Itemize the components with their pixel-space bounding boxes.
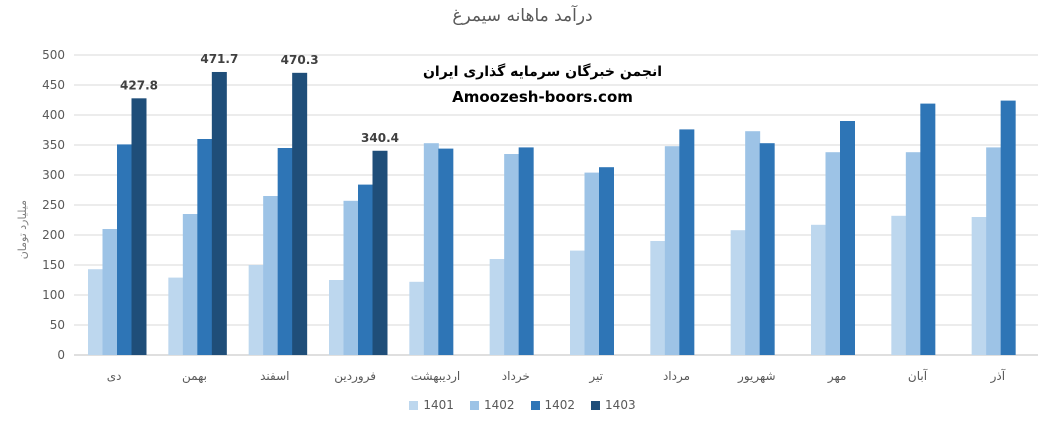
bar <box>825 152 841 355</box>
bar <box>211 71 227 355</box>
x-tick-label: تیر <box>588 369 603 384</box>
legend-label: 1403 <box>605 398 636 412</box>
bar <box>423 143 439 355</box>
data-label: 340.4 <box>361 131 399 145</box>
bar <box>905 152 921 355</box>
bars <box>88 71 1016 355</box>
legend-label: 1402 <box>483 398 515 412</box>
bar <box>248 265 264 355</box>
bar <box>518 147 534 355</box>
x-tick-label: خرداد <box>502 369 530 384</box>
bar <box>182 214 198 355</box>
bar <box>358 184 373 355</box>
gridlines <box>74 54 1038 356</box>
legend-swatch <box>469 400 479 410</box>
bar <box>263 196 279 355</box>
bar <box>292 72 308 355</box>
x-tick-label: آبان <box>908 368 928 383</box>
bar <box>920 103 936 355</box>
y-tick-label: 300 <box>42 168 65 182</box>
x-tick-label: مرداد <box>663 369 690 384</box>
legend: 1401 1402 1402 1403 <box>0 398 1045 413</box>
bar <box>329 280 344 355</box>
bar <box>891 215 907 355</box>
bar <box>730 230 746 355</box>
data-label: 427.8 <box>120 78 158 92</box>
x-tick-label: مهر <box>827 369 847 384</box>
bar <box>372 150 388 355</box>
bar <box>759 143 775 355</box>
bar <box>277 148 293 355</box>
bar <box>570 250 585 355</box>
x-tick-label: فروردین <box>334 369 376 384</box>
bar <box>599 167 614 355</box>
x-tick-label: اردیبهشت <box>411 369 460 384</box>
bar <box>197 139 213 355</box>
x-axis-ticks: دی بهمن اسفند فروردین اردیبهشت خرداد تیر مرداد ش… <box>107 368 1006 384</box>
bar <box>986 147 1002 355</box>
legend-label: 1401 <box>423 398 454 412</box>
y-tick-label: 50 <box>50 318 65 332</box>
y-tick-label: 150 <box>42 258 65 272</box>
y-tick-label: 100 <box>42 288 65 302</box>
bar <box>504 154 520 355</box>
legend-swatch <box>409 400 419 410</box>
y-tick-label: 500 <box>42 48 65 62</box>
bar <box>745 131 761 355</box>
bar <box>811 224 826 355</box>
legend-swatch <box>530 400 540 410</box>
bar <box>584 172 600 355</box>
y-tick-label: 250 <box>42 198 65 212</box>
y-tick-label: 350 <box>42 138 65 152</box>
bar <box>971 217 987 355</box>
x-tick-label: بهمن <box>182 369 207 384</box>
data-labels: 427.8 471.7 470.3 340.4 <box>120 52 399 145</box>
watermark-url: Amoozesh-boors.com <box>452 88 633 106</box>
legend-item: 1401 <box>409 398 454 412</box>
y-tick-label: 400 <box>42 108 65 122</box>
bar <box>679 129 695 355</box>
bar <box>409 281 425 355</box>
x-tick-label: آذر <box>990 368 1006 384</box>
x-tick-label: اسفند <box>260 369 289 383</box>
legend-item: 1402 <box>530 398 576 412</box>
y-axis-ticks: 0 50 100 150 200 250 300 350 400 450 500 <box>42 48 65 362</box>
legend-label: 1402 <box>544 398 576 412</box>
bar <box>102 229 118 355</box>
bar <box>489 259 505 355</box>
y-tick-label: 450 <box>42 78 65 92</box>
legend-item: 1403 <box>591 398 636 412</box>
bar <box>1000 100 1016 355</box>
bar <box>117 144 132 355</box>
bar <box>664 146 680 355</box>
watermark-title: انجمن خبرگان سرمایه گذاری ایران <box>422 64 663 80</box>
y-tick-label: 200 <box>42 228 65 242</box>
bar <box>88 269 103 355</box>
bar <box>131 98 147 355</box>
chart-title: درآمد ماهانه سیمرغ <box>452 6 593 26</box>
bar <box>438 148 454 355</box>
data-label: 471.7 <box>200 52 238 66</box>
legend-item: 1402 <box>469 398 515 412</box>
bar <box>168 277 184 355</box>
bar <box>840 121 855 355</box>
y-tick-label: 0 <box>57 348 65 362</box>
data-label: 470.3 <box>281 53 319 67</box>
legend-swatch <box>591 400 601 410</box>
bar <box>650 241 666 355</box>
x-tick-label: شهریور <box>737 369 776 384</box>
x-tick-label: دی <box>107 369 122 383</box>
bar <box>343 200 359 355</box>
